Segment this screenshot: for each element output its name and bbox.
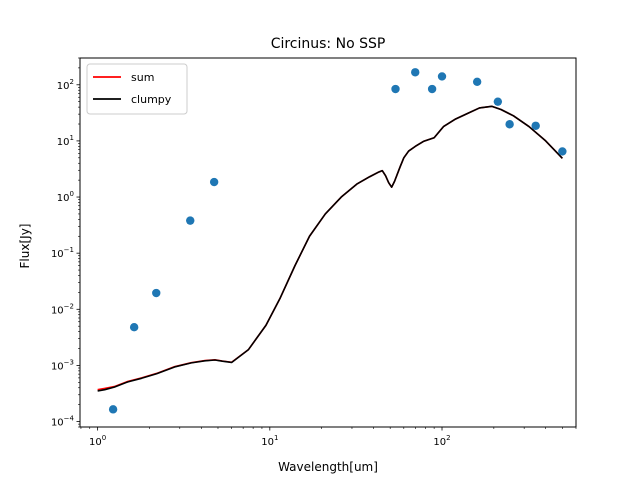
y-tick-label: 10−1 xyxy=(51,246,74,260)
data-point-9 xyxy=(472,77,482,87)
data-point-8 xyxy=(437,72,447,81)
y-tick-label: 101 xyxy=(57,134,74,148)
data-point-7 xyxy=(427,84,437,94)
y-tick-label: 102 xyxy=(57,78,74,92)
x-tick-label: 102 xyxy=(433,434,450,448)
legend-label-clumpy: clumpy xyxy=(131,93,172,106)
y-tick-label: 10−4 xyxy=(51,415,75,429)
x-axis: 100 101 102 xyxy=(80,427,577,448)
data-point-4 xyxy=(209,177,219,187)
data-point-13 xyxy=(558,147,567,156)
plot-area xyxy=(97,68,567,414)
data-point-6 xyxy=(411,68,420,77)
y-tick-label: 10−2 xyxy=(51,302,74,316)
series-line-clumpy xyxy=(97,105,563,392)
y-tick-label: 100 xyxy=(57,190,74,204)
data-point-11 xyxy=(505,120,514,129)
y-tick-label: 10−3 xyxy=(51,358,74,372)
data-point-5 xyxy=(391,84,400,94)
legend: sum clumpy xyxy=(86,63,188,115)
data-point-0 xyxy=(108,405,118,414)
x-tick-label: 100 xyxy=(89,434,106,448)
data-point-2 xyxy=(152,288,161,298)
legend-label-sum: sum xyxy=(131,71,154,84)
plot-frame xyxy=(79,57,577,428)
data-point-12 xyxy=(531,121,540,130)
plot-series xyxy=(97,68,567,414)
chart-title: Circinus: No SSP xyxy=(271,36,386,52)
x-axis-label: Wavelength[um] xyxy=(278,460,378,474)
y-axis-label: Flux[Jy] xyxy=(18,224,32,269)
data-point-10 xyxy=(493,97,503,106)
data-point-3 xyxy=(186,216,195,225)
data-point-1 xyxy=(129,322,139,332)
x-tick-label: 101 xyxy=(261,434,278,448)
y-axis: 10−4 10−3 10−2 10−1 100 101 102 xyxy=(51,57,80,429)
